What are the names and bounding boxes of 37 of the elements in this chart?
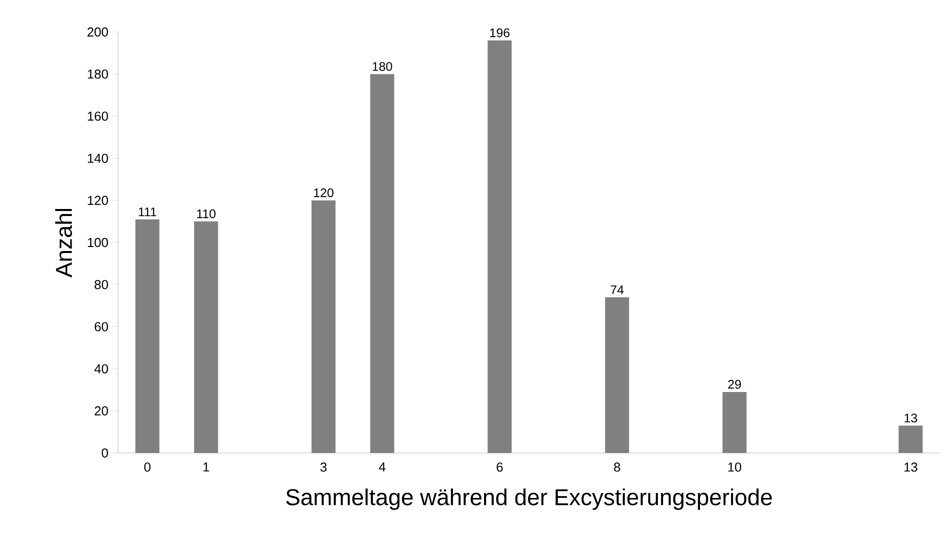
y-tick-label: 0 — [102, 448, 108, 458]
data-label: 29 — [728, 380, 741, 389]
y-tick-label: 20 — [94, 406, 108, 416]
data-label: 13 — [904, 414, 918, 422]
x-tick-label: 6 — [496, 462, 503, 472]
y-tick-label: 100 — [88, 238, 108, 248]
data-label: 120 — [314, 188, 334, 198]
y-tick-label: 160 — [88, 112, 108, 121]
x-tick-label: 13 — [904, 462, 918, 472]
x-tick-label: 0 — [144, 462, 150, 472]
y-tick-label: 140 — [88, 154, 108, 163]
data-label: 196 — [490, 28, 510, 38]
y-tick-label: 200 — [88, 27, 108, 37]
bar — [488, 40, 512, 453]
y-tick-label: 60 — [94, 322, 108, 332]
bar — [312, 200, 336, 453]
x-tick-label: 3 — [320, 462, 327, 472]
bar — [605, 297, 630, 453]
y-tick-label: 80 — [94, 280, 108, 290]
data-label: 111 — [138, 208, 156, 216]
y-tick-label: 120 — [88, 196, 108, 205]
x-tick-label: 10 — [728, 462, 742, 472]
bar — [194, 221, 218, 453]
x-tick-label: 4 — [378, 462, 386, 472]
x-tick-label: 8 — [614, 462, 620, 472]
bar — [370, 74, 394, 453]
x-axis-title: Sammeltage während der Excystierungsperiode — [286, 488, 772, 510]
y-tick-label: 40 — [94, 364, 108, 374]
x-tick-label: 1 — [203, 462, 210, 472]
bar — [135, 219, 160, 453]
data-label: 110 — [197, 209, 216, 218]
y-axis-title: Anzahl — [55, 208, 72, 278]
data-label: 180 — [372, 62, 392, 71]
y-tick-label: 180 — [88, 69, 108, 79]
data-label: 74 — [610, 285, 624, 294]
bar — [898, 426, 923, 453]
bar — [722, 392, 747, 453]
